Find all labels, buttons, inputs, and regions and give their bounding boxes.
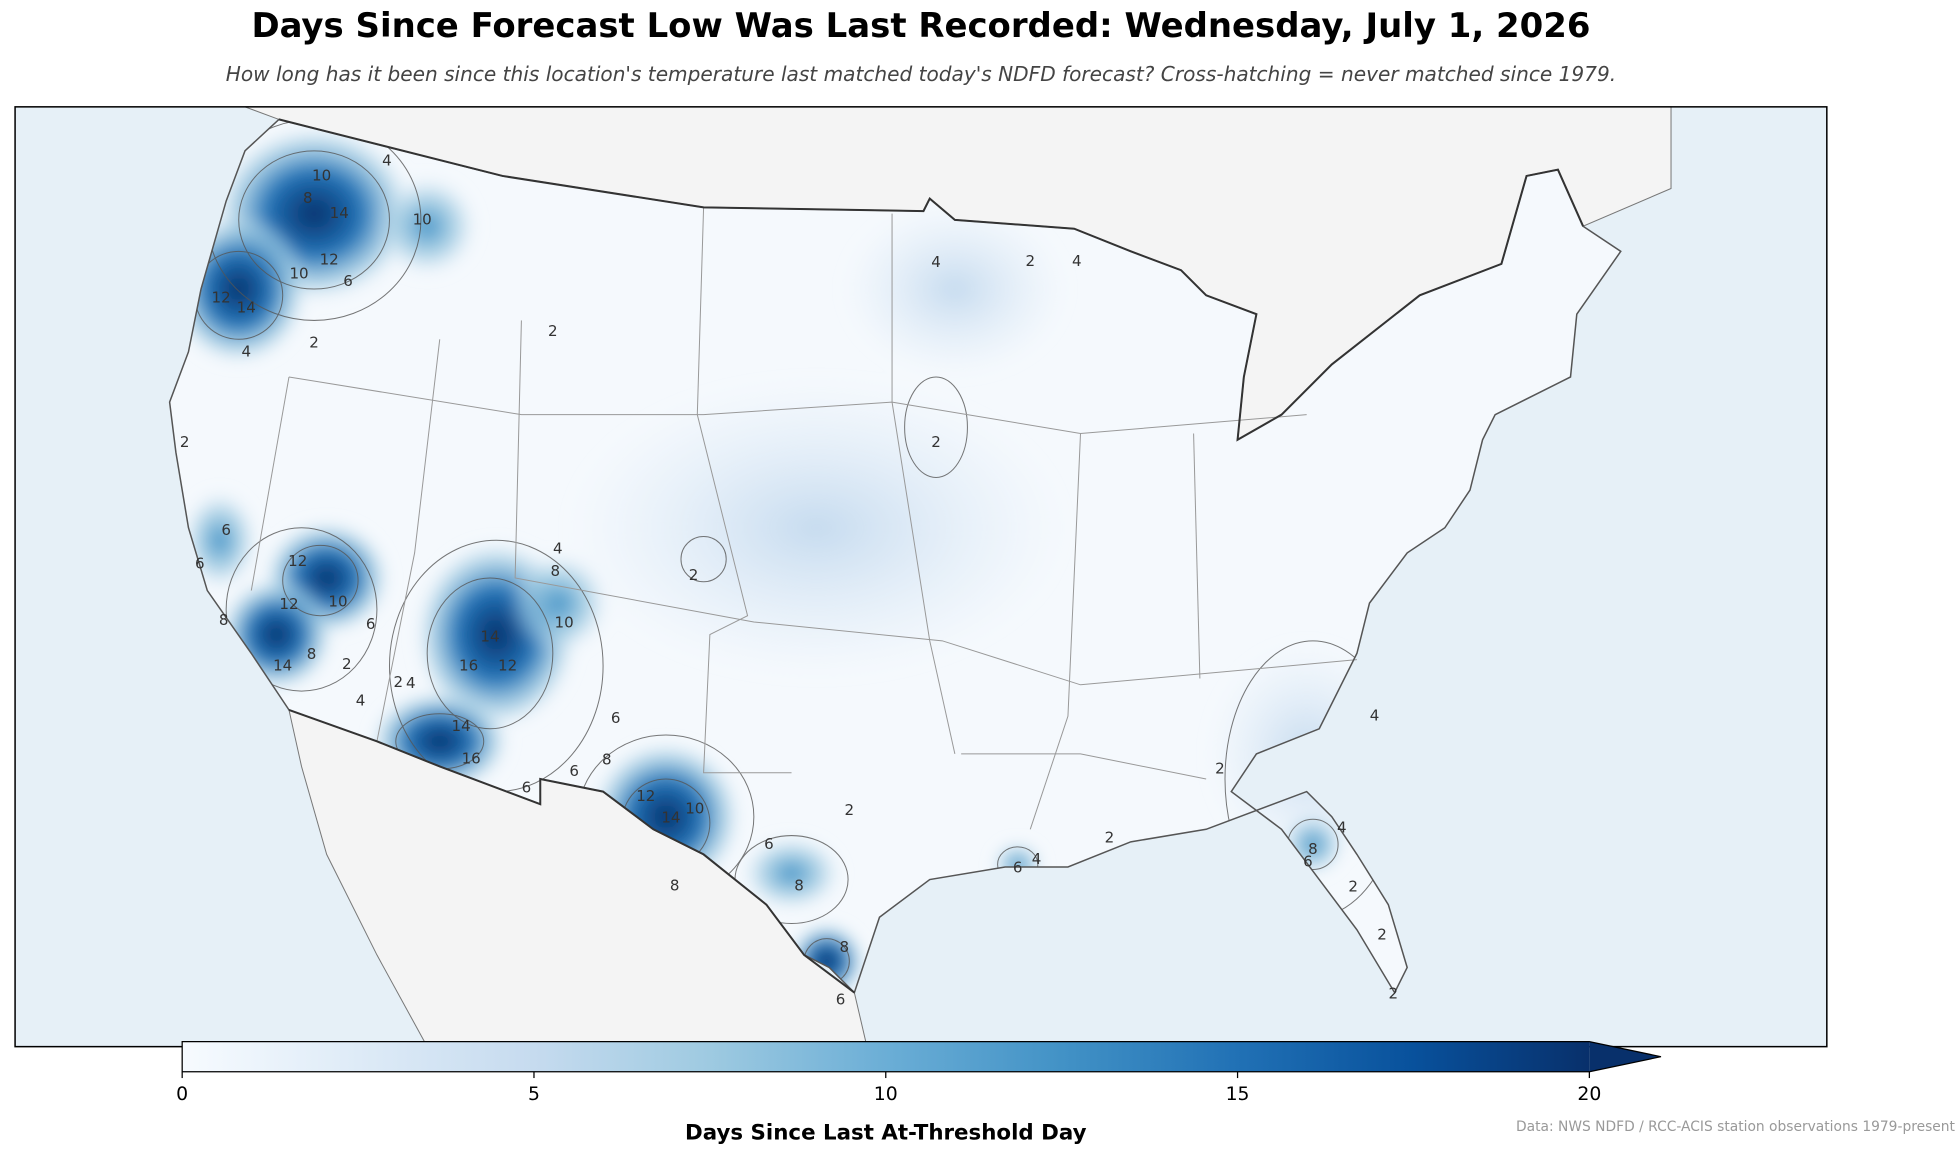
colorbar-tick-label: 10 bbox=[874, 1084, 898, 1105]
contour-label: 2 bbox=[180, 433, 190, 451]
contour-label: 8 bbox=[1308, 840, 1318, 858]
contour-label: 8 bbox=[602, 751, 612, 769]
contour-label: 2 bbox=[1377, 925, 1387, 943]
contour-label: 10 bbox=[413, 210, 432, 228]
contour-label: 16 bbox=[459, 656, 478, 674]
contour-label: 12 bbox=[288, 552, 307, 570]
colorbar-tick-label: 0 bbox=[176, 1084, 188, 1105]
contour-label: 4 bbox=[931, 253, 941, 271]
contour-label: 12 bbox=[320, 251, 339, 269]
contour-label: 2 bbox=[1215, 759, 1225, 777]
contour-label: 2 bbox=[689, 566, 699, 584]
contour-label: 8 bbox=[307, 645, 317, 663]
contour-label: 4 bbox=[553, 540, 563, 558]
contour-label: 6 bbox=[221, 521, 231, 539]
colorbar-gradient bbox=[182, 1041, 1590, 1072]
contour-label: 6 bbox=[366, 615, 376, 633]
contour-label: 4 bbox=[1072, 252, 1082, 270]
contour-label: 2 bbox=[931, 433, 941, 451]
contour-label: 12 bbox=[636, 787, 655, 805]
title: Days Since Forecast Low Was Last Recorde… bbox=[251, 6, 1590, 45]
contour-label: 4 bbox=[356, 692, 366, 710]
contour-label: 2 bbox=[393, 673, 403, 691]
contour-label: 2 bbox=[1025, 252, 1035, 270]
contour-label: 2 bbox=[342, 655, 352, 673]
contour-label: 10 bbox=[328, 592, 347, 610]
contour-label: 4 bbox=[1337, 819, 1347, 837]
contour-label: 6 bbox=[611, 709, 621, 727]
contour-label: 2 bbox=[1105, 829, 1115, 847]
colorbar-outline bbox=[181, 1040, 1662, 1073]
source-note: Data: NWS NDFD / RCC-ACIS station observ… bbox=[1516, 1119, 1956, 1135]
contour-label: 4 bbox=[406, 674, 416, 692]
contour-label: 6 bbox=[1303, 852, 1313, 870]
contour-label: 2 bbox=[1389, 984, 1399, 1002]
contour-label: 2 bbox=[548, 322, 558, 340]
contour-label: 2 bbox=[1348, 878, 1358, 896]
contour-label: 14 bbox=[330, 204, 349, 222]
contour-label: 10 bbox=[289, 264, 308, 282]
contour-label: 14 bbox=[452, 717, 471, 735]
contour-label: 8 bbox=[670, 876, 680, 894]
contour-label: 6 bbox=[569, 762, 579, 780]
colorbar-tick-label: 5 bbox=[528, 1084, 540, 1105]
contour-label: 8 bbox=[219, 611, 229, 629]
contour-label: 6 bbox=[343, 272, 353, 290]
contour-label: 6 bbox=[1013, 859, 1023, 877]
contour-label: 8 bbox=[303, 189, 313, 207]
colorbar-tick-label: 20 bbox=[1577, 1084, 1601, 1105]
national-border bbox=[278, 118, 1584, 442]
contour-label: 4 bbox=[241, 342, 251, 360]
colorbar-label: Days Since Last At-Threshold Day bbox=[685, 1120, 1087, 1145]
contour-label: 4 bbox=[1032, 850, 1042, 868]
contour-label: 14 bbox=[237, 298, 256, 316]
contour-label: 10 bbox=[685, 800, 704, 818]
subtitle: How long has it been since this location… bbox=[226, 62, 1616, 86]
contour-label: 2 bbox=[309, 334, 319, 352]
national-border bbox=[288, 708, 855, 994]
contour-label: 14 bbox=[273, 656, 292, 674]
contour-label: 6 bbox=[764, 835, 774, 853]
contour-label: 14 bbox=[661, 808, 680, 826]
contour-label: 8 bbox=[551, 562, 561, 580]
colorbar-extension bbox=[1589, 1041, 1661, 1072]
state-borders bbox=[250, 207, 1357, 830]
contour-label: 14 bbox=[480, 628, 499, 646]
contour-label: 6 bbox=[522, 778, 532, 796]
contour-label: 16 bbox=[462, 749, 481, 767]
contour-label: 10 bbox=[312, 166, 331, 184]
contour-label: 8 bbox=[840, 938, 850, 956]
contour-label: 2 bbox=[845, 801, 855, 819]
contour-label: 12 bbox=[279, 595, 298, 613]
contour-label: 12 bbox=[498, 656, 517, 674]
contour-label: 12 bbox=[212, 288, 231, 306]
contour-label: 6 bbox=[836, 991, 846, 1009]
contour-label: 10 bbox=[555, 614, 574, 632]
contour-label: 6 bbox=[195, 555, 205, 573]
colorbar: 0 5 10 15 20 bbox=[176, 1040, 1662, 1105]
colorbar-tick-label: 15 bbox=[1226, 1084, 1250, 1105]
contour-label: 4 bbox=[1370, 707, 1380, 725]
contour-label: 8 bbox=[794, 876, 804, 894]
contour-label: 4 bbox=[382, 151, 392, 169]
